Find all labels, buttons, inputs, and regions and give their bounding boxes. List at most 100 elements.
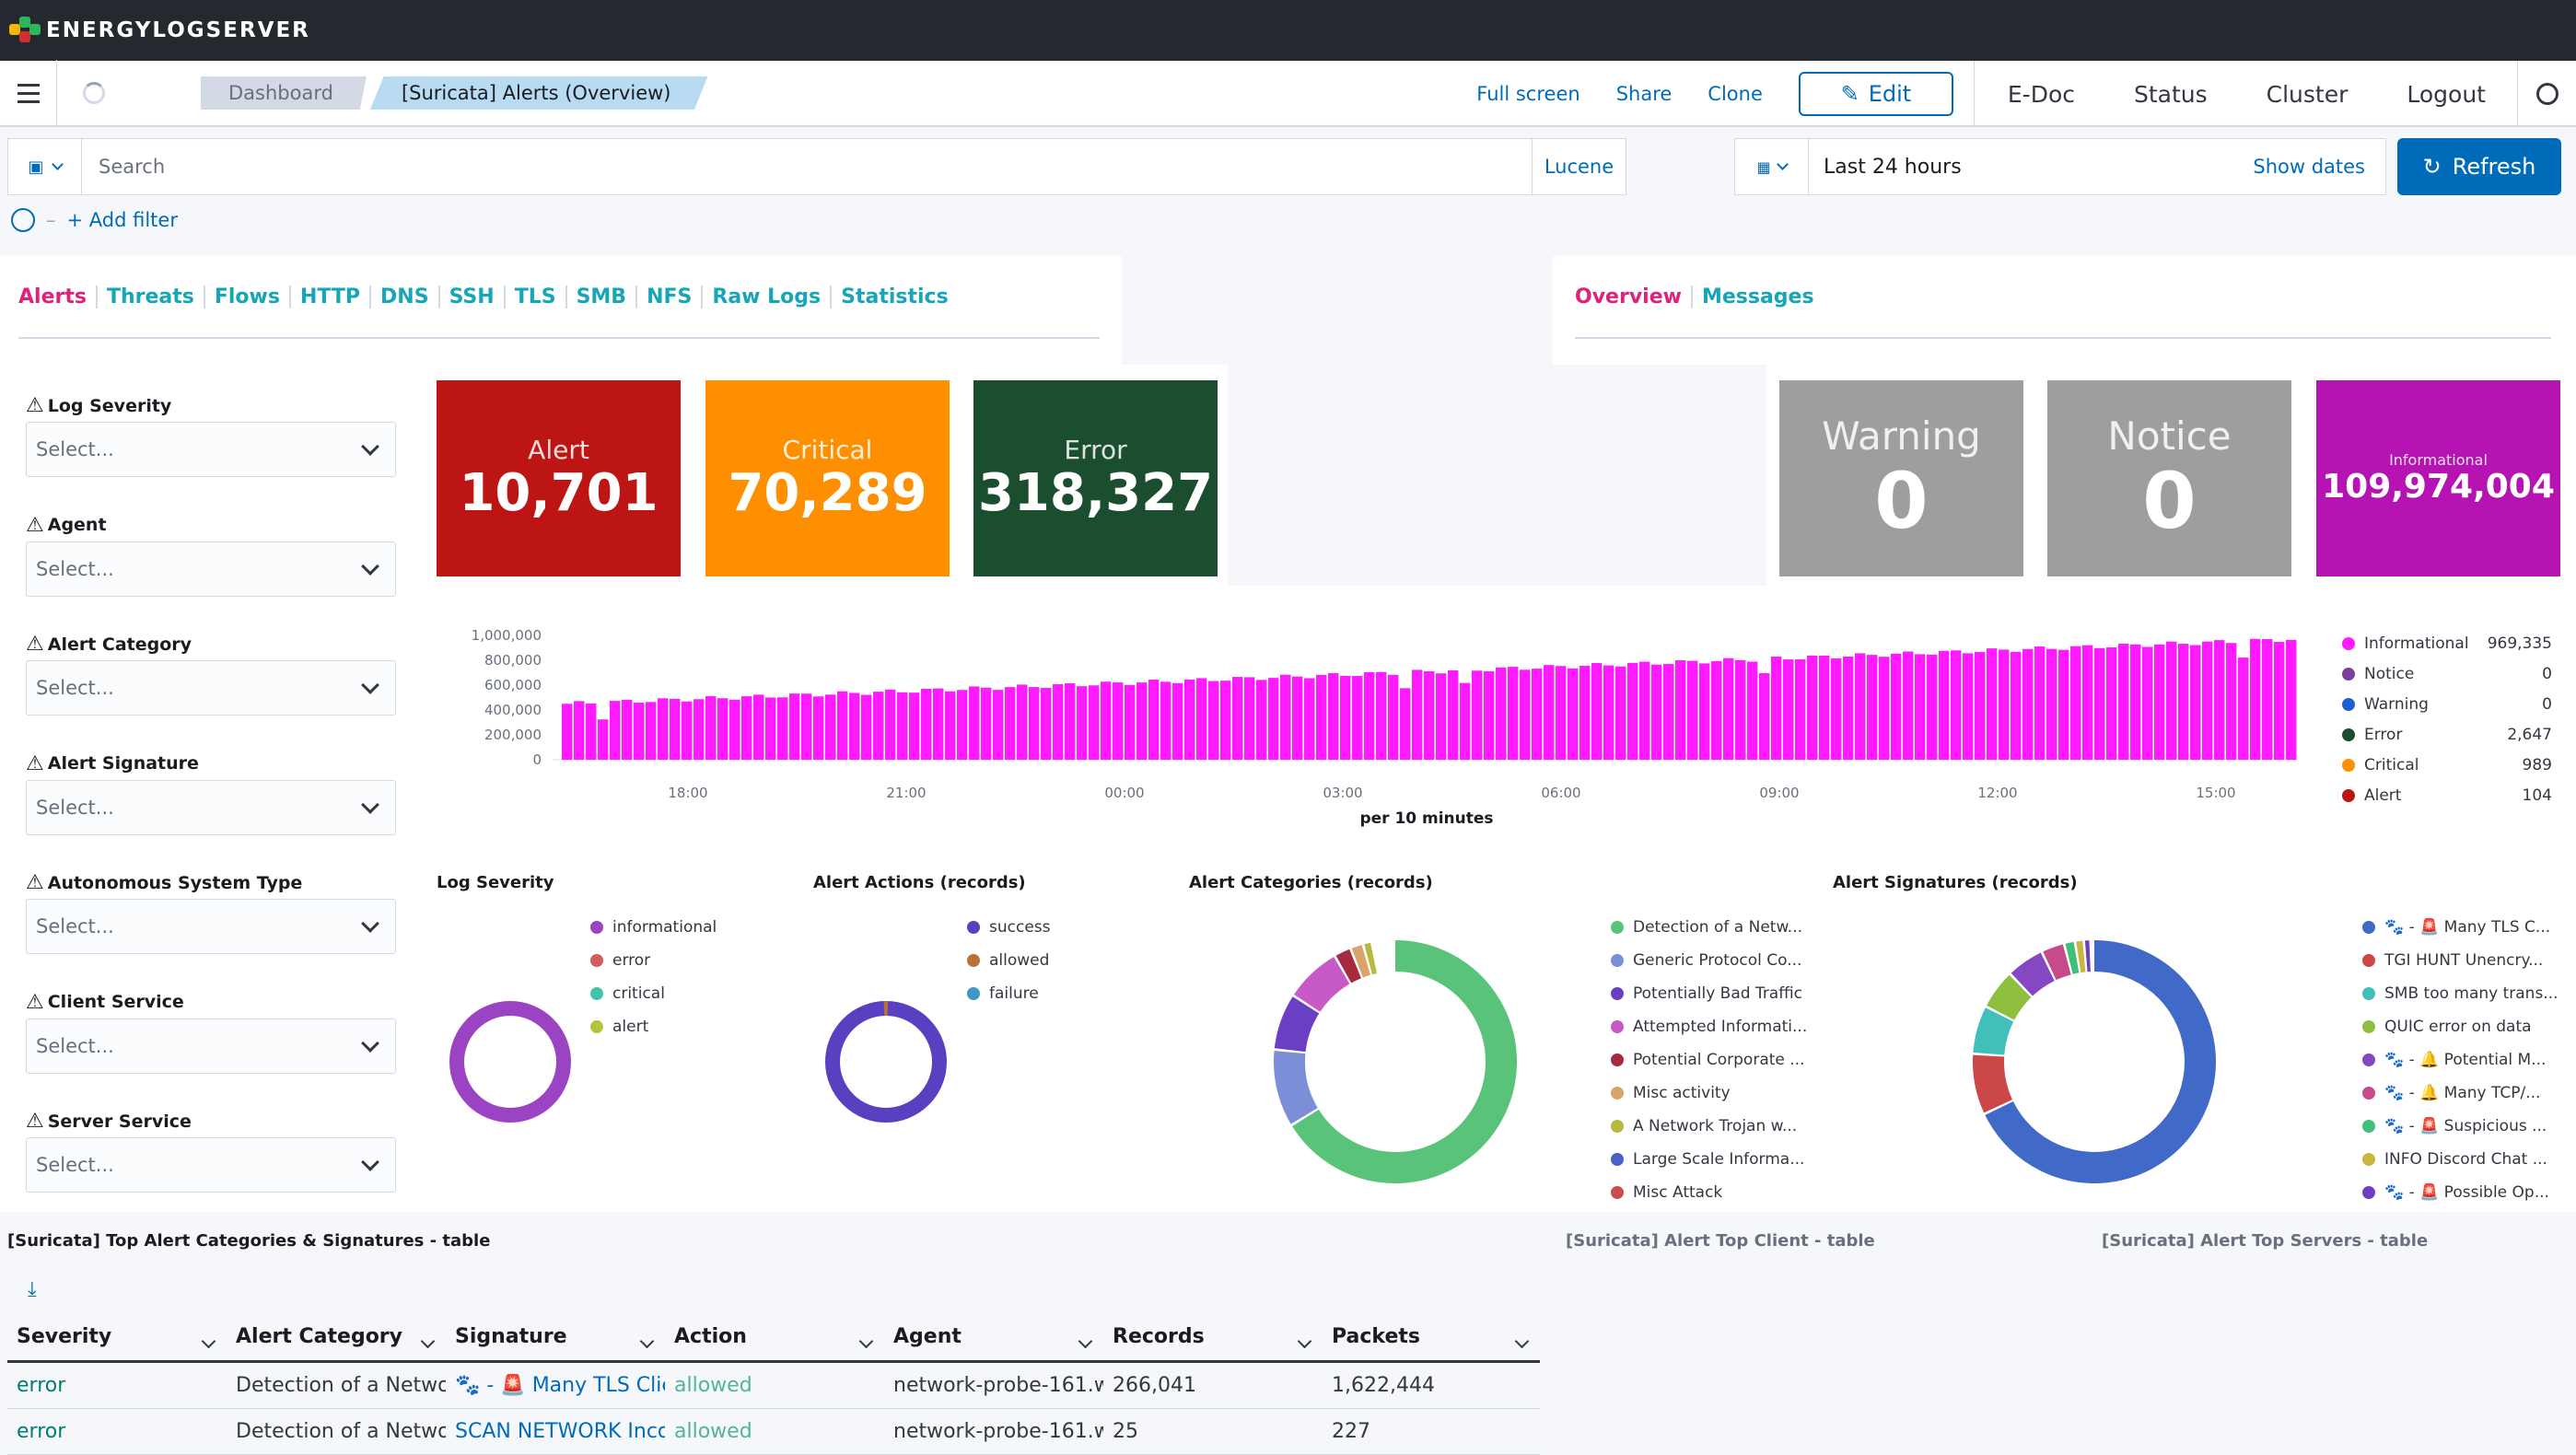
histogram-bar[interactable] [2190,645,2200,760]
legend-item[interactable]: Large Scale Informa... [1611,1150,1813,1169]
time-range[interactable]: Last 24 hours [1809,156,2253,179]
legend-item[interactable]: Generic Protocol Co... [1611,951,1813,970]
histogram-bar[interactable] [1472,670,1482,760]
legend-item[interactable]: Potential Corporate ... [1611,1051,1813,1069]
control-select[interactable]: Select... [26,660,396,716]
legend-item[interactable]: 🐾 - 🚨 Many TLS C... [2362,918,2565,937]
legend-item[interactable]: failure [967,984,1133,1003]
control-select[interactable]: Select... [26,1137,396,1193]
tab-nfs[interactable]: NFS [647,285,703,308]
histogram-bar[interactable] [1603,666,1614,760]
histogram-bar[interactable] [1675,660,1685,760]
full-screen-link[interactable]: Full screen [1476,83,1579,105]
histogram-bar[interactable] [1304,679,1314,760]
histogram-bar[interactable] [1879,657,1889,760]
histogram-bar[interactable] [598,719,608,760]
histogram-bar[interactable] [2118,644,2128,760]
histogram-bar[interactable] [1867,655,1877,760]
column-header-records[interactable]: Records [1103,1325,1323,1348]
histogram-bar[interactable] [993,690,1003,760]
histogram-bar[interactable] [1627,663,1638,760]
histogram-bar[interactable] [2094,648,2104,760]
histogram-bar[interactable] [981,688,991,760]
quick-date-menu[interactable]: ▦ [1735,139,1809,194]
histogram-bar[interactable] [2070,646,2081,760]
histogram-bar[interactable] [658,698,668,760]
menu-icon[interactable] [0,60,57,126]
histogram-bar[interactable] [1376,672,1386,760]
donut-slice[interactable] [1358,960,1367,962]
legend-item[interactable]: allowed [967,951,1133,970]
histogram-bar[interactable] [1544,665,1554,760]
histogram-bar[interactable] [729,700,740,760]
histogram-bar[interactable] [610,701,620,760]
edoc-link[interactable]: E-Doc [2008,81,2134,108]
histogram-bar[interactable] [1005,687,1015,760]
clone-link[interactable]: Clone [1708,83,1763,105]
tab-smb[interactable]: SMB [577,285,638,308]
search-input[interactable]: Search [82,156,1532,178]
histogram-bar[interactable] [1591,663,1602,760]
histogram-bar[interactable] [1352,676,1362,760]
histogram-bar[interactable] [1172,683,1183,760]
histogram-bar[interactable] [634,703,644,760]
saved-query-menu[interactable]: ▣ [8,139,82,194]
histogram-bar[interactable] [1663,664,1673,760]
histogram-bar[interactable] [1101,681,1111,760]
histogram-bar[interactable] [1987,648,1997,760]
histogram-bar[interactable] [1711,661,1721,760]
tab-statistics[interactable]: Statistics [841,285,958,308]
histogram-bar[interactable] [885,690,895,760]
legend-item[interactable]: 🐾 - 🚨 Possible Op... [2362,1183,2565,1202]
histogram-bar[interactable] [1651,665,1661,760]
histogram-bar[interactable] [1017,684,1027,760]
column-header-alert-category[interactable]: Alert Category [227,1325,446,1348]
histogram-bar[interactable] [1783,659,1793,760]
histogram-bar[interactable] [1723,658,1733,760]
tab-tls[interactable]: TLS [515,285,567,308]
donut-slice[interactable] [1307,971,1342,1004]
histogram-bar[interactable] [1029,687,1039,760]
histogram-bar[interactable] [670,699,680,760]
donut-slice[interactable] [2079,957,2084,958]
histogram-bar[interactable] [1041,688,1051,760]
histogram-bar[interactable] [574,701,584,760]
control-select[interactable]: Select... [26,899,396,954]
tab-ssh[interactable]: SSH [449,285,506,308]
histogram-bar[interactable] [957,690,967,760]
histogram-bar[interactable] [825,694,835,760]
histogram-bar[interactable] [2238,658,2248,760]
histogram-bar[interactable] [801,693,811,760]
donut-slice[interactable] [1369,958,1374,959]
legend-item[interactable]: Attempted Informati... [1611,1018,1813,1036]
histogram-bar[interactable] [2022,649,2033,760]
histogram-bar[interactable] [1951,650,1961,760]
histogram-bar[interactable] [1915,654,1925,760]
legend-item[interactable]: 🐾 - 🔔 Potential M... [2362,1051,2565,1069]
tab-alerts[interactable]: Alerts [18,285,98,308]
table-cell[interactable]: 🐾 - 🚨 Many TLS Clie [446,1374,665,1397]
histogram-bar[interactable] [622,700,632,760]
donut-slice[interactable] [2049,960,2067,966]
app-logo[interactable]: ENERGYLOGSERVER [9,15,310,46]
histogram-bar[interactable] [1963,653,1973,760]
histogram-bar[interactable] [1125,685,1135,760]
legend-item[interactable]: 🐾 - 🚨 Suspicious ... [2362,1117,2565,1135]
histogram-bar[interactable] [897,693,907,760]
control-select[interactable]: Select... [26,541,396,597]
histogram-bar[interactable] [1807,656,1817,760]
histogram-bar[interactable] [741,696,752,760]
control-select[interactable]: Select... [26,780,396,835]
histogram-bar[interactable] [1340,676,1350,760]
histogram-bar[interactable] [2106,647,2116,760]
tab-http[interactable]: HTTP [300,285,371,308]
histogram-bar[interactable] [945,692,955,760]
histogram-bar[interactable] [1855,653,1865,760]
histogram-bar[interactable] [1927,655,1937,760]
histogram-bar[interactable] [1747,662,1757,760]
